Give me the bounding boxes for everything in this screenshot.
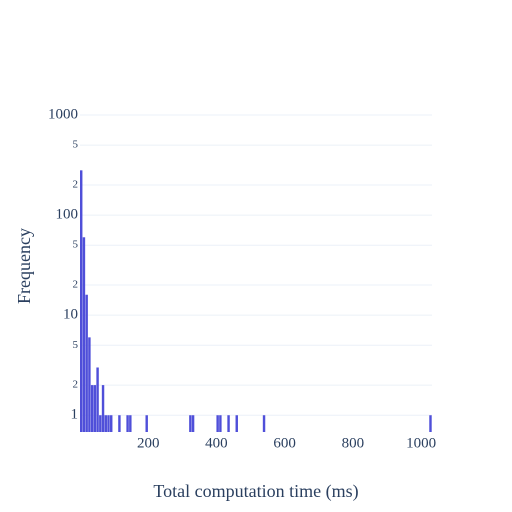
y-tick-label: 1 [71, 407, 79, 423]
y-tick-label: 2 [73, 379, 79, 391]
y-tick-label: 5 [73, 139, 79, 151]
bar [80, 170, 83, 432]
y-tick-label: 5 [73, 239, 79, 251]
bar [126, 415, 129, 432]
x-tick-label: 200 [137, 435, 160, 451]
bar [227, 415, 230, 432]
x-tick-label: 600 [273, 435, 296, 451]
x-axis-title: Total computation time (ms) [153, 481, 358, 502]
bar [82, 237, 86, 432]
y-tick-label: 5 [73, 339, 79, 351]
bar [216, 415, 219, 432]
x-tick-label: 800 [342, 435, 365, 451]
bar [85, 294, 88, 432]
y-tick-label: 2 [73, 279, 79, 291]
y-tick-label: 1000 [48, 106, 78, 122]
bar [189, 415, 192, 432]
bar [110, 415, 113, 432]
bar [145, 415, 148, 432]
y-tick-label: 10 [63, 307, 78, 323]
bar [96, 367, 99, 432]
bar [101, 385, 105, 432]
bar [429, 415, 432, 432]
y-tick-label: 100 [56, 207, 79, 223]
bar [191, 415, 195, 432]
bar [99, 415, 102, 432]
x-tick-label: 1000 [406, 435, 436, 451]
bar [107, 415, 110, 432]
y-axis-title: Frequency [14, 228, 34, 304]
bar [104, 415, 107, 432]
bar [262, 415, 266, 432]
y-tick-label: 2 [73, 178, 79, 190]
bar [88, 337, 91, 432]
bar [235, 415, 238, 432]
x-tick-label: 400 [205, 435, 228, 451]
bar [129, 415, 132, 432]
bar [90, 385, 94, 432]
bar [219, 415, 222, 432]
bar [93, 385, 97, 432]
bar [118, 415, 121, 432]
